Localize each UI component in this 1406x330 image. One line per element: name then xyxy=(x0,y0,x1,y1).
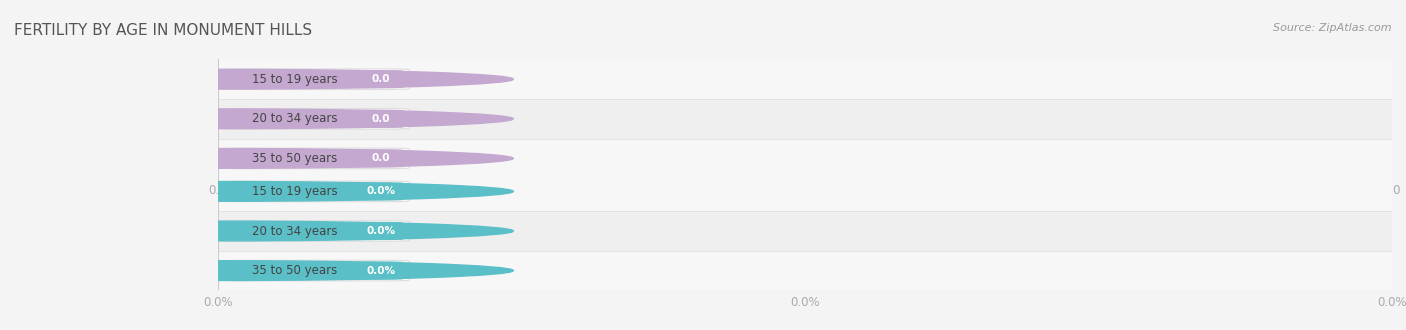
Text: 0.0%: 0.0% xyxy=(367,186,395,196)
Circle shape xyxy=(0,148,513,168)
Circle shape xyxy=(0,182,513,201)
Text: 35 to 50 years: 35 to 50 years xyxy=(252,152,337,165)
Text: 15 to 19 years: 15 to 19 years xyxy=(252,73,337,86)
Bar xyxy=(218,211,1392,251)
Bar xyxy=(218,251,1392,290)
Text: 20 to 34 years: 20 to 34 years xyxy=(252,224,337,238)
Text: 0.0: 0.0 xyxy=(371,153,391,163)
FancyBboxPatch shape xyxy=(359,70,404,88)
FancyBboxPatch shape xyxy=(359,261,404,280)
Circle shape xyxy=(0,109,513,129)
Text: Source: ZipAtlas.com: Source: ZipAtlas.com xyxy=(1274,23,1392,33)
Circle shape xyxy=(0,69,513,89)
FancyBboxPatch shape xyxy=(221,221,409,241)
Circle shape xyxy=(0,221,513,241)
Text: 0.0: 0.0 xyxy=(371,74,391,84)
FancyBboxPatch shape xyxy=(359,222,404,240)
Text: 0.0%: 0.0% xyxy=(367,266,395,276)
Text: 0.0: 0.0 xyxy=(371,114,391,124)
Text: FERTILITY BY AGE IN MONUMENT HILLS: FERTILITY BY AGE IN MONUMENT HILLS xyxy=(14,23,312,38)
Bar xyxy=(218,59,1392,99)
FancyBboxPatch shape xyxy=(221,109,409,129)
FancyBboxPatch shape xyxy=(221,69,409,89)
FancyBboxPatch shape xyxy=(221,148,409,169)
Bar xyxy=(218,139,1392,178)
Text: 35 to 50 years: 35 to 50 years xyxy=(252,264,337,277)
Text: 20 to 34 years: 20 to 34 years xyxy=(252,112,337,125)
FancyBboxPatch shape xyxy=(359,149,404,168)
Bar xyxy=(218,99,1392,139)
Circle shape xyxy=(0,261,513,280)
Text: 0.0%: 0.0% xyxy=(367,226,395,236)
FancyBboxPatch shape xyxy=(221,181,409,202)
FancyBboxPatch shape xyxy=(359,182,404,201)
FancyBboxPatch shape xyxy=(221,260,409,281)
Text: 15 to 19 years: 15 to 19 years xyxy=(252,185,337,198)
Bar xyxy=(218,172,1392,211)
FancyBboxPatch shape xyxy=(359,110,404,128)
